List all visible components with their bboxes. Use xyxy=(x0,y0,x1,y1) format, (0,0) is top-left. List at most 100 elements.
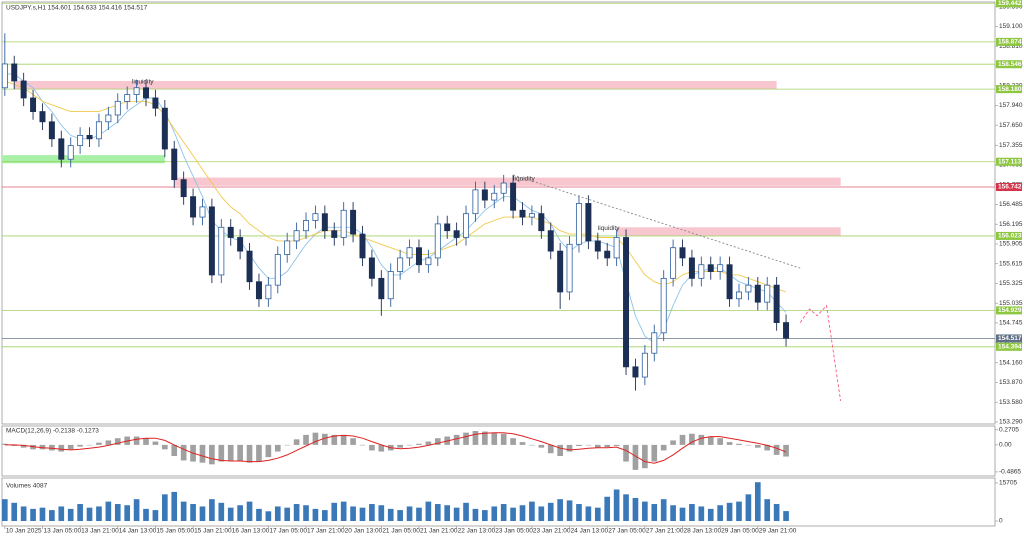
y-tick-label: 155.035 xyxy=(999,300,1023,307)
bar xyxy=(67,508,74,521)
bar xyxy=(444,505,451,521)
bar xyxy=(11,444,18,446)
candle-body xyxy=(500,182,507,194)
bar xyxy=(736,501,742,521)
bar xyxy=(218,502,225,521)
level-label: 159.442 xyxy=(998,0,1022,7)
candle-body xyxy=(227,226,234,238)
bar xyxy=(274,506,281,521)
bar xyxy=(783,444,789,457)
bar xyxy=(114,504,121,521)
bar xyxy=(20,506,27,521)
candle-body xyxy=(350,209,357,235)
y-tick-label: 0.2705 xyxy=(999,427,1019,434)
bar xyxy=(547,502,554,521)
bar xyxy=(378,444,385,452)
bar xyxy=(397,444,403,448)
y-tick-label: 157.355 xyxy=(999,142,1023,149)
bar xyxy=(453,507,460,521)
bar xyxy=(472,431,479,445)
candle-body xyxy=(331,230,338,238)
bar xyxy=(594,507,601,521)
candle-body xyxy=(124,94,131,102)
candle-body xyxy=(340,209,347,238)
bar xyxy=(227,507,234,521)
bar xyxy=(86,444,93,446)
bar xyxy=(651,504,658,521)
bar xyxy=(529,501,535,521)
zone-label: liquidity xyxy=(598,225,620,232)
bar xyxy=(773,504,780,521)
bar xyxy=(623,494,629,521)
bar xyxy=(698,434,705,445)
level-tag xyxy=(996,306,1022,315)
bar xyxy=(246,501,253,521)
bar xyxy=(1,443,8,445)
candle-body xyxy=(152,97,159,109)
level-tag xyxy=(996,60,1022,69)
bar xyxy=(707,436,714,445)
candle-body xyxy=(67,145,74,160)
bar xyxy=(416,507,422,521)
level-label: 156.023 xyxy=(998,233,1022,240)
level-label: 156.742 xyxy=(998,184,1022,191)
bar xyxy=(594,444,601,448)
bar xyxy=(49,510,55,521)
bar xyxy=(783,511,789,521)
bar xyxy=(331,434,338,445)
bar xyxy=(745,494,752,521)
bar xyxy=(406,444,413,446)
candle-body xyxy=(773,284,780,323)
bar xyxy=(199,506,206,521)
level-tag xyxy=(996,334,1022,343)
main-panel xyxy=(1,1,996,425)
bar xyxy=(49,444,55,451)
candle-body xyxy=(566,243,573,293)
bar xyxy=(340,501,347,521)
candle-body xyxy=(434,223,441,259)
candle-body xyxy=(528,213,535,218)
bar xyxy=(293,504,300,521)
panel-title: Volumes 4087 xyxy=(6,483,48,490)
bar xyxy=(86,507,93,521)
bar xyxy=(406,506,413,521)
x-tick-label: 22 Jan 13:00 xyxy=(458,528,496,535)
candle-body xyxy=(660,277,667,334)
candle-body xyxy=(641,352,648,378)
bar xyxy=(754,482,761,521)
bar xyxy=(726,442,733,445)
x-tick-label: 24 Jan 13:00 xyxy=(571,528,609,535)
bar xyxy=(39,507,46,521)
bar xyxy=(312,432,319,445)
candle-body xyxy=(48,121,55,140)
candle-body xyxy=(199,206,206,218)
candle-body xyxy=(707,264,714,272)
bar xyxy=(566,500,573,521)
level-tag xyxy=(996,182,1022,191)
bar xyxy=(425,441,432,445)
bar xyxy=(180,444,187,461)
candle-body xyxy=(58,138,65,160)
candle-body xyxy=(472,189,479,215)
y-tick-label: 156.485 xyxy=(999,201,1023,208)
bar xyxy=(773,444,780,455)
bar xyxy=(30,508,36,521)
bar xyxy=(642,444,648,469)
candle-body xyxy=(312,213,319,221)
bar xyxy=(491,432,498,445)
bar xyxy=(717,505,723,521)
bar xyxy=(274,444,281,452)
bar xyxy=(500,504,507,521)
bar xyxy=(679,434,686,445)
bar xyxy=(20,444,27,448)
bar xyxy=(58,444,65,452)
candle-body xyxy=(274,254,281,286)
bar xyxy=(510,438,516,445)
bar xyxy=(303,434,309,445)
bar xyxy=(679,507,686,521)
candle-body xyxy=(406,247,413,259)
bar xyxy=(613,489,620,521)
x-tick-label: 23 Jan 21:00 xyxy=(533,528,571,535)
candle-body xyxy=(293,230,300,242)
